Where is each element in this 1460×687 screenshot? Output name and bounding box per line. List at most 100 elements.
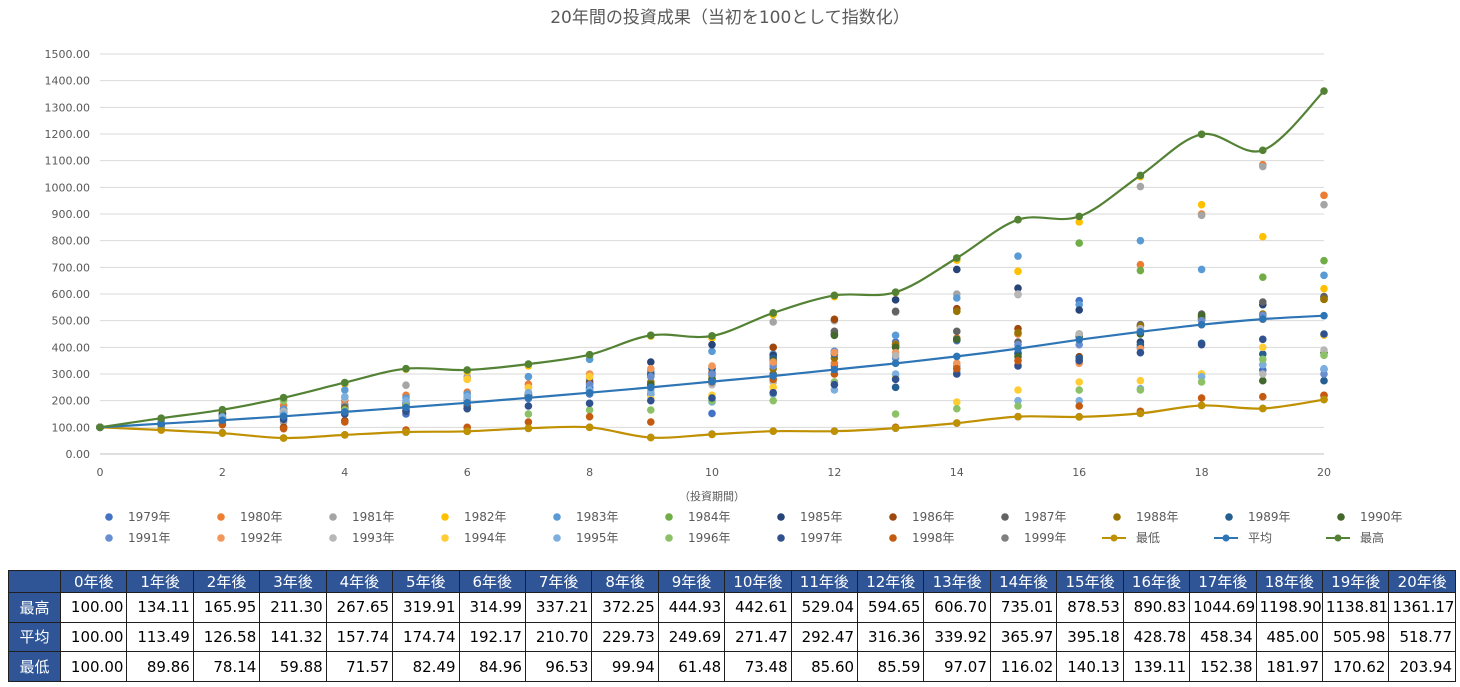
series-marker	[769, 309, 777, 317]
scatter-point	[1320, 271, 1328, 280]
scatter-point	[1320, 330, 1328, 338]
series-marker	[1259, 315, 1267, 323]
scatter-point	[1014, 328, 1022, 337]
table-cell: 395.18	[1056, 621, 1124, 653]
legend-label: 1986年	[912, 510, 955, 524]
scatter-point	[341, 386, 349, 394]
table-row: 最高 100.00 134.11 165.95 211.30 267.65 319.91 31…	[8, 592, 1456, 623]
scatter-point	[953, 364, 961, 373]
series-marker	[830, 427, 839, 435]
x-tick-label: 20	[1317, 466, 1331, 479]
x-tick-label: 12	[827, 466, 841, 479]
scatter-point	[647, 388, 655, 397]
legend-item: 最高	[1326, 530, 1384, 545]
table-cell: 458.34	[1189, 621, 1257, 653]
series-marker	[1197, 130, 1206, 139]
table-cell: 73.48	[724, 651, 792, 682]
scatter-point	[279, 424, 288, 433]
x-tick-label: 14	[950, 466, 964, 479]
series-marker	[647, 331, 655, 340]
scatter-point	[1320, 200, 1328, 209]
table-cell: 97.07	[923, 651, 991, 682]
series-marker	[585, 423, 594, 432]
legend-item: 1997年	[777, 531, 843, 545]
y-tick-label: 800.00	[52, 235, 91, 248]
legend-item: 1984年	[665, 510, 731, 524]
scatter-point	[830, 359, 839, 368]
table-cell: 152.38	[1189, 651, 1257, 682]
table-cell: 267.65	[325, 592, 394, 623]
series-marker	[402, 428, 410, 436]
scatter-point	[1014, 290, 1022, 298]
table-cell: 113.49	[126, 621, 194, 653]
legend-marker	[889, 513, 897, 521]
chart-title: 20年間の投資成果（当初を100として指数化）	[550, 8, 910, 28]
series-marker	[585, 388, 594, 397]
legend-marker	[1110, 534, 1118, 542]
series-marker	[463, 366, 472, 374]
y-tick-label: 900.00	[52, 208, 91, 221]
series-marker	[953, 254, 961, 262]
y-tick-label: 1200.00	[45, 128, 91, 141]
legend-label: 最低	[1136, 531, 1160, 545]
series-marker	[708, 377, 716, 386]
table-cell: 116.02	[989, 651, 1058, 682]
table-column-header: 10年後	[724, 570, 792, 593]
legend-item: 1987年	[1001, 510, 1067, 524]
series-marker	[1136, 409, 1145, 418]
legend-item: 1980年	[217, 510, 283, 524]
series-marker	[279, 412, 288, 421]
scatter-point	[1259, 370, 1267, 378]
scatter-point	[891, 375, 900, 384]
series-marker	[157, 414, 165, 423]
scatter-point	[1136, 182, 1145, 191]
legend-marker	[217, 534, 225, 542]
table-column-header: 12年後	[857, 570, 925, 593]
legend-label: 1985年	[800, 510, 843, 524]
table-cell: 85.60	[790, 651, 859, 682]
scatter-point	[585, 399, 594, 408]
scatter-point	[1075, 356, 1083, 365]
scatter-point	[1320, 284, 1328, 293]
legend-marker	[441, 513, 449, 521]
scatter-point	[1259, 392, 1267, 401]
series-marker	[708, 332, 716, 340]
legend-label: 平均	[1248, 531, 1272, 545]
scatter-point	[1197, 311, 1206, 320]
legend-marker	[1001, 534, 1009, 542]
table-cell: 139.11	[1122, 651, 1191, 682]
series-marker	[953, 352, 961, 361]
table-cell: 606.70	[923, 592, 991, 623]
legend-marker	[105, 534, 113, 542]
legend-item: 1981年	[329, 510, 395, 524]
legend-marker	[777, 534, 785, 542]
x-tick-label: 6	[464, 466, 471, 479]
table-cell: 141.32	[259, 621, 327, 653]
scatter-point	[891, 383, 900, 392]
scatter-point	[585, 372, 594, 381]
series-marker	[830, 291, 839, 300]
scatter-point	[1014, 267, 1022, 276]
table-column-header: 8年後	[591, 570, 659, 593]
data-table: 0年後 1年後 2年後 3年後 4年後 5年後 6年後 7年後 8年後 9年後 10年後 11年後 12…	[8, 570, 1456, 682]
table-cell: 165.95	[192, 592, 261, 623]
series-marker	[1320, 87, 1328, 95]
scatter-point	[769, 383, 777, 392]
table-cell: 1198.90	[1255, 592, 1324, 623]
legend-item: 1989年	[1225, 510, 1291, 524]
legend-item: 1998年	[889, 531, 955, 545]
table-cell: 1044.69	[1189, 592, 1257, 623]
scatter-point	[1075, 239, 1083, 247]
scatter-point	[1320, 191, 1328, 200]
legend-label: 最高	[1360, 530, 1384, 545]
legend-label: 1979年	[128, 510, 171, 524]
table-cell: 444.93	[657, 592, 726, 623]
scatter-point	[953, 359, 961, 368]
series-marker	[647, 433, 655, 442]
scatter-point	[769, 396, 777, 405]
table-cell: 442.61	[724, 592, 792, 623]
x-tick-label: 0	[97, 466, 104, 479]
legend-label: 1995年	[576, 531, 619, 545]
legend-item: 1982年	[441, 510, 507, 524]
legend-label: 1997年	[800, 531, 843, 545]
